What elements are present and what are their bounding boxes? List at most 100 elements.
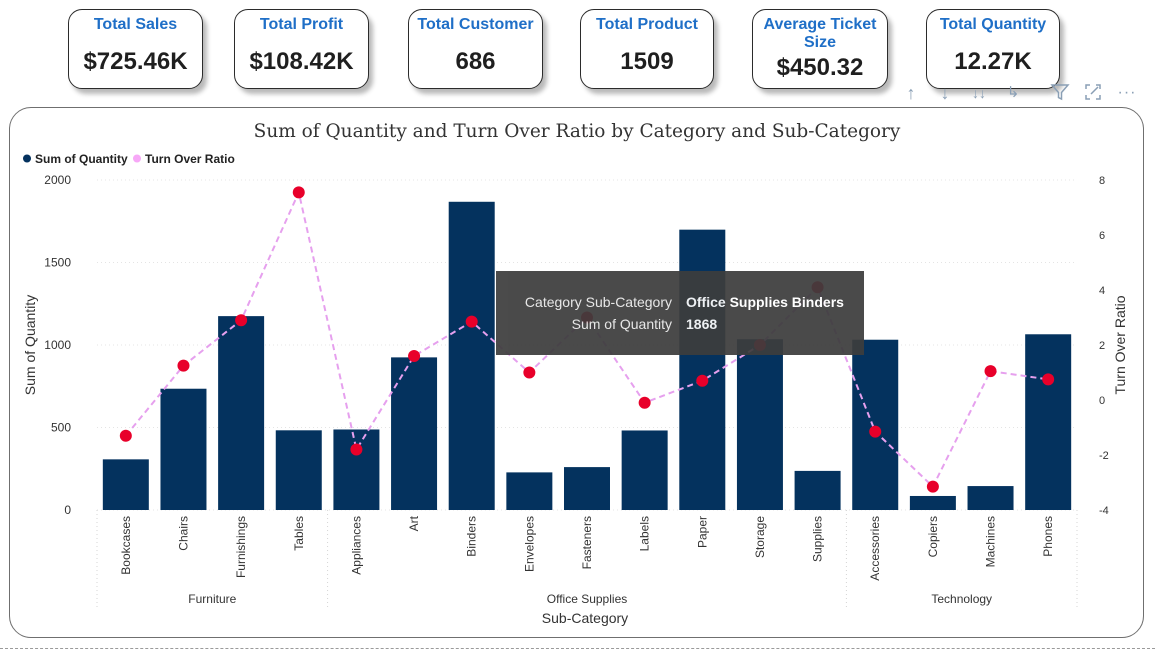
y-tick-label: 1500: [44, 256, 71, 270]
tooltip-category-value: Office Supplies Binders: [686, 294, 844, 310]
tooltip-quantity-key: Sum of Quantity: [571, 316, 672, 332]
turnover-point[interactable]: [926, 480, 939, 493]
legend: Sum of Quantity Turn Over Ratio: [23, 152, 235, 166]
turnover-point[interactable]: [696, 374, 709, 387]
bar-storage[interactable]: [736, 339, 783, 510]
turnover-point[interactable]: [408, 350, 421, 362]
more-options-icon[interactable]: ···: [1117, 84, 1137, 101]
kpi-card-average-ticket-size[interactable]: Average Ticket Size $450.32: [752, 9, 888, 89]
legend-marker-turnover: [133, 154, 141, 163]
filter-icon[interactable]: [1049, 82, 1071, 104]
kpi-value: 12.27K: [954, 48, 1032, 75]
bar-bookcases[interactable]: [102, 459, 149, 510]
turnover-point[interactable]: [523, 366, 536, 379]
group-label: Technology: [931, 592, 992, 606]
kpi-value: $450.32: [776, 54, 864, 81]
y-tick-label: 500: [51, 421, 71, 435]
turnover-point[interactable]: [119, 429, 132, 442]
x-tick-label: Tables: [292, 516, 306, 551]
y-axis-title: Sum of Quantity: [22, 295, 38, 395]
kpi-card-total-quantity[interactable]: Total Quantity 12.27K: [926, 9, 1060, 89]
turnover-point[interactable]: [350, 443, 363, 456]
bar-copiers[interactable]: [909, 495, 956, 510]
bar-chairs[interactable]: [160, 388, 207, 510]
kpi-card-total-customer[interactable]: Total Customer 686: [408, 9, 543, 89]
x-tick-label: Accessories: [868, 516, 882, 581]
x-tick-label: Furnishings: [234, 516, 248, 578]
bar-art[interactable]: [391, 357, 438, 510]
bar-tables[interactable]: [275, 430, 322, 510]
arrow-up-icon[interactable]: ↑: [906, 83, 916, 103]
focus-mode-icon[interactable]: [1082, 82, 1104, 104]
legend-label-quantity[interactable]: Sum of Quantity: [35, 152, 128, 166]
y-tick-label: 0: [64, 503, 71, 517]
bar-labels[interactable]: [621, 430, 668, 510]
bar-envelopes[interactable]: [506, 472, 553, 510]
turnover-point[interactable]: [984, 365, 997, 378]
kpi-label: Total Product: [596, 16, 698, 33]
turnover-point[interactable]: [638, 396, 651, 409]
kpi-label: Total Customer: [417, 16, 534, 33]
bar-fasteners[interactable]: [564, 467, 610, 510]
kpi-label: Total Sales: [93, 16, 178, 33]
group-label: Furniture: [188, 592, 236, 606]
chart-title: Sum of Quantity and Turn Over Ratio by C…: [254, 121, 901, 142]
bar-series: [102, 201, 1072, 510]
kpi-value: 686: [455, 48, 496, 75]
x-axis: Bookcases Chairs Furnishings Tables Applianc…: [119, 515, 1055, 580]
y2-tick-label: -4: [1099, 505, 1109, 517]
kpi-card-total-sales[interactable]: Total Sales $725.46K: [68, 9, 203, 89]
turnover-point[interactable]: [869, 425, 882, 438]
x-tick-label: Art: [407, 515, 421, 531]
bar-binders[interactable]: [448, 201, 495, 510]
expand-hierarchy-icon[interactable]: ↳: [1006, 84, 1020, 101]
x-tick-label: Envelopes: [522, 516, 536, 572]
category-groups: Furniture Office Supplies Technology: [96, 510, 1078, 608]
kpi-label: Total Quantity: [939, 16, 1047, 33]
kpi-value: $725.46K: [83, 48, 188, 75]
y2-tick-label: -2: [1099, 450, 1109, 462]
turnover-point[interactable]: [177, 359, 190, 372]
tooltip-category-key: Category Sub-Category: [524, 294, 672, 310]
bar-supplies[interactable]: [794, 470, 841, 510]
bar-machines[interactable]: [967, 486, 1014, 510]
y2-tick-label: 2: [1099, 340, 1105, 352]
y-axis: 0 500 1000 1500 2000: [44, 173, 71, 517]
x-tick-label: Fasteners: [580, 516, 594, 569]
tooltip-quantity-value: 1868: [686, 316, 718, 332]
kpi-card-total-product[interactable]: Total Product 1509: [580, 9, 714, 89]
turnover-point[interactable]: [292, 186, 305, 199]
bar-phones[interactable]: [1025, 334, 1072, 510]
x-tick-label: Chairs: [176, 516, 190, 551]
combo-chart-panel[interactable]: Sum of Quantity and Turn Over Ratio by C…: [9, 107, 1144, 638]
bar-accessories[interactable]: [852, 339, 899, 510]
combo-chart: Sum of Quantity and Turn Over Ratio by C…: [22, 121, 1128, 626]
x-tick-label: Phones: [1041, 516, 1055, 557]
group-label: Office Supplies: [547, 592, 628, 606]
y-tick-label: 2000: [44, 173, 71, 187]
kpi-label: Total Profit: [259, 16, 344, 33]
bar-appliances[interactable]: [333, 429, 380, 510]
y2-tick-label: 0: [1099, 395, 1105, 407]
y2-tick-label: 8: [1099, 175, 1105, 187]
turnover-point[interactable]: [465, 315, 478, 328]
double-arrow-down-icon[interactable]: ↓↓: [972, 85, 986, 101]
arrow-down-icon[interactable]: ↓: [940, 83, 950, 103]
y2-tick-label: 6: [1099, 230, 1105, 242]
legend-label-turnover[interactable]: Turn Over Ratio: [145, 152, 235, 166]
x-tick-label: Copiers: [926, 516, 940, 557]
legend-marker-quantity: [23, 154, 31, 163]
page-divider: [0, 648, 1155, 649]
y2-axis: -4 -2 0 2 4 6 8: [1099, 175, 1109, 517]
kpi-card-total-profit[interactable]: Total Profit $108.42K: [234, 9, 369, 89]
chart-tooltip: Category Sub-Category Office Supplies Bi…: [496, 271, 864, 355]
x-tick-label: Binders: [465, 516, 479, 557]
x-axis-title: Sub-Category: [542, 610, 628, 626]
x-tick-label: Storage: [753, 516, 767, 558]
y2-axis-title: Turn Over Ratio: [1112, 295, 1128, 394]
turnover-point[interactable]: [1042, 373, 1055, 386]
kpi-label: Average Ticket Size: [763, 16, 877, 51]
turnover-point[interactable]: [235, 314, 248, 327]
x-tick-label: Bookcases: [119, 516, 133, 575]
bar-furnishings[interactable]: [218, 316, 265, 510]
